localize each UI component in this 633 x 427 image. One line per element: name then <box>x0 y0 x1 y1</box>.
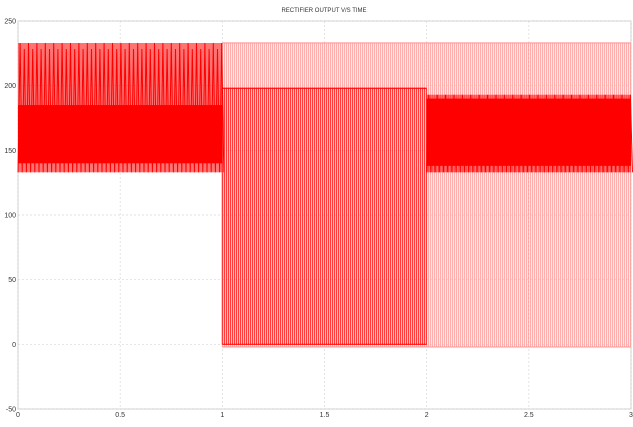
series-ripple <box>426 94 633 173</box>
x-tick-label: 2.5 <box>524 412 534 419</box>
x-tick-label: 0 <box>16 412 20 419</box>
y-tick-label: 100 <box>4 213 16 220</box>
y-tick-label: 200 <box>4 83 16 90</box>
series-layer <box>17 42 633 348</box>
y-tick-label: 0 <box>12 342 16 349</box>
x-tick-label: 3 <box>629 412 633 419</box>
y-tick-label: 250 <box>4 19 16 26</box>
series-2-segment <box>221 42 631 348</box>
x-tick-label: 1.5 <box>320 412 330 419</box>
x-tick-label: 0.5 <box>115 412 125 419</box>
x-tick-label: 1 <box>220 412 224 419</box>
series-edge <box>222 87 427 345</box>
y-tick-label: -50 <box>6 407 16 414</box>
series-ripple <box>17 42 225 173</box>
series-1-segment <box>426 94 633 173</box>
x-tick-label: 2 <box>425 412 429 419</box>
y-tick-label: 150 <box>4 148 16 155</box>
series-1-segment <box>17 42 225 173</box>
series-line <box>221 88 427 345</box>
chart-title: RECTIFIER OUTPUT V/S TIME <box>281 8 366 14</box>
series-1-segment <box>221 87 427 345</box>
series-edge <box>222 42 631 348</box>
y-tick-label: 50 <box>8 277 16 284</box>
